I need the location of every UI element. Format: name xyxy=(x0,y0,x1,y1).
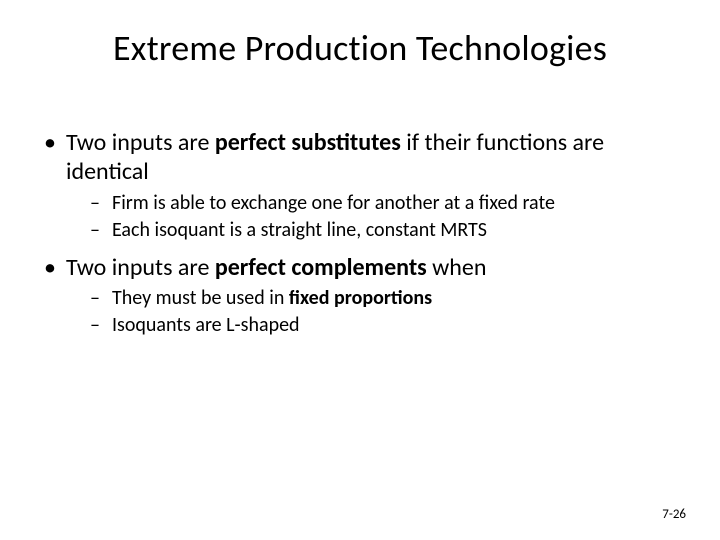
sub-bullet-item: Each isoquant is a straight line, consta… xyxy=(90,218,680,243)
bullet-text-prefix: Two inputs are xyxy=(66,253,215,282)
bullet-item: Two inputs are perfect complements when … xyxy=(40,253,680,338)
page-number: 7-26 xyxy=(662,507,686,522)
sub-bullet-text-bold: fixed proportions xyxy=(289,286,432,310)
bullet-text-bold: perfect complements xyxy=(215,253,427,282)
sub-bullet-item: They must be used in fixed proportions xyxy=(90,286,680,311)
sub-bullet-text-prefix: Firm is able to exchange one for another… xyxy=(112,191,555,215)
sub-bullet-text-prefix: They must be used in xyxy=(112,286,289,310)
slide-title: Extreme Production Technologies xyxy=(0,26,720,70)
slide: Extreme Production Technologies Two inpu… xyxy=(0,0,720,540)
sub-bullet-list: Firm is able to exchange one for another… xyxy=(66,191,680,243)
bullet-text-suffix: when xyxy=(427,253,487,282)
sub-bullet-item: Isoquants are L-shaped xyxy=(90,313,680,338)
sub-bullet-text-prefix: Each isoquant is a straight line, consta… xyxy=(112,218,487,242)
bullet-list: Two inputs are perfect substitutes if th… xyxy=(40,128,680,338)
bullet-text-prefix: Two inputs are xyxy=(66,128,215,157)
slide-body: Two inputs are perfect substitutes if th… xyxy=(40,128,680,348)
sub-bullet-text-prefix: Isoquants are L-shaped xyxy=(112,313,300,337)
bullet-text-bold: perfect substitutes xyxy=(215,128,401,157)
sub-bullet-list: They must be used in fixed proportions I… xyxy=(66,286,680,338)
sub-bullet-item: Firm is able to exchange one for another… xyxy=(90,191,680,216)
bullet-item: Two inputs are perfect substitutes if th… xyxy=(40,128,680,243)
